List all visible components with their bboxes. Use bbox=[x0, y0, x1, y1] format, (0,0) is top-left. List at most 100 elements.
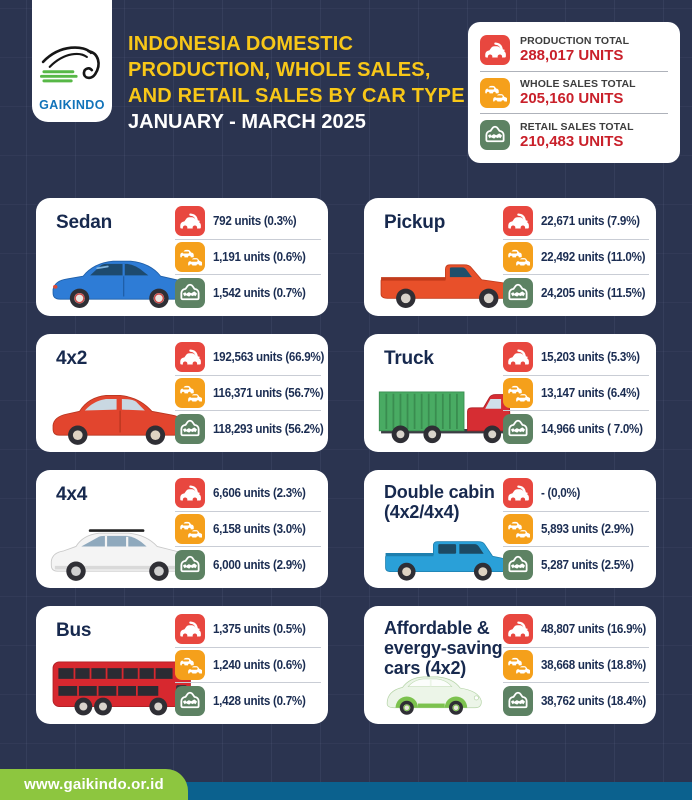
divider bbox=[480, 113, 668, 115]
production-icon bbox=[175, 206, 205, 237]
retail-sales-total-value: 210,483 UNITS bbox=[520, 132, 624, 150]
retail-sales-total-row: RETAIL SALES TOTAL 210,483 UNITS bbox=[480, 114, 668, 156]
title-line-1: INDONESIA DOMESTIC bbox=[128, 33, 354, 55]
double-cabin-illustration bbox=[374, 523, 522, 583]
retail-sales-value: 1,542 units (0.7%) bbox=[213, 285, 306, 300]
truck-illustration bbox=[374, 381, 524, 447]
card-title: Sedan bbox=[56, 212, 113, 233]
retail-sales-icon bbox=[480, 120, 510, 151]
retail-sales-total-label: RETAIL SALES TOTAL bbox=[520, 120, 634, 133]
card-title: Bus bbox=[56, 620, 92, 641]
whole-sales-stat: 13,147 units (6.4%) bbox=[503, 376, 649, 411]
retail-sales-value: 118,293 units (56.2%) bbox=[213, 421, 324, 436]
title-line-2: PRODUCTION, WHOLE SALES, bbox=[128, 59, 431, 81]
divider bbox=[503, 682, 649, 684]
whole-sales-value: 116,371 units (56.7%) bbox=[213, 386, 324, 400]
card-title: Truck bbox=[384, 348, 434, 369]
divider bbox=[503, 646, 649, 648]
production-icon bbox=[175, 478, 205, 509]
card-double-cabin: Double cabin (4x2/4x4) - (0,0%) 5,893 un… bbox=[364, 470, 656, 588]
whole-sales-icon bbox=[480, 77, 510, 108]
production-value: 6,606 units (2.3%) bbox=[213, 486, 306, 501]
card-stats: 15,203 units (5.3%) 13,147 units (6.4%) … bbox=[503, 340, 649, 446]
retail-sales-icon bbox=[503, 277, 533, 308]
retail-sales-icon bbox=[503, 685, 533, 716]
retail-sales-value: 24,205 units (11.5%) bbox=[541, 285, 646, 300]
retail-sales-stat: 1,428 units (0.7%) bbox=[175, 683, 321, 718]
retail-sales-value: 38,762 units (18.4%) bbox=[541, 693, 646, 708]
retail-sales-stat: 6,000 units (2.9%) bbox=[175, 547, 321, 582]
whole-sales-icon bbox=[175, 514, 205, 544]
production-icon bbox=[503, 342, 533, 373]
card-affordable-energy-saving: Affordable & evergy-saving cars (4x2) 48… bbox=[364, 606, 656, 724]
production-stat: 792 units (0.3%) bbox=[175, 204, 321, 239]
whole-sales-stat: 38,668 units (18.8%) bbox=[503, 648, 649, 683]
production-value: - (0,0%) bbox=[541, 486, 581, 501]
production-stat: 22,671 units (7.9%) bbox=[503, 204, 649, 239]
whole-sales-icon bbox=[175, 242, 205, 272]
card-stats: 6,606 units (2.3%) 6,158 units (3.0%) 6,… bbox=[175, 476, 321, 582]
production-icon bbox=[175, 614, 205, 645]
car-type-cards: Sedan 792 units (0.3%) 1,191 units (0.6%… bbox=[36, 198, 656, 724]
gaikindo-logo-text: GAIKINDO bbox=[39, 98, 105, 112]
gaikindo-logo-icon bbox=[39, 36, 105, 96]
divider bbox=[175, 646, 321, 648]
production-stat: 15,203 units (5.3%) bbox=[503, 340, 649, 375]
divider bbox=[175, 682, 321, 684]
production-value: 1,375 units (0.5%) bbox=[213, 622, 306, 637]
production-stat: 6,606 units (2.3%) bbox=[175, 476, 321, 511]
retail-sales-icon bbox=[503, 549, 533, 580]
card-4x4: 4x4 6,606 units (2.3%) 6,158 units (3.0%… bbox=[36, 470, 328, 588]
whole-sales-icon bbox=[503, 242, 533, 272]
divider bbox=[175, 510, 321, 512]
production-total-row: PRODUCTION TOTAL 288,017 UNITS bbox=[480, 29, 668, 71]
whole-sales-stat: 6,158 units (3.0%) bbox=[175, 512, 321, 547]
whole-sales-value: 6,158 units (3.0%) bbox=[213, 522, 306, 536]
whole-sales-total-row: WHOLE SALES TOTAL 205,160 UNITS bbox=[480, 72, 668, 114]
divider bbox=[503, 510, 649, 512]
card-stats: 192,563 units (66.9%) 116,371 units (56.… bbox=[175, 340, 324, 446]
whole-sales-icon bbox=[503, 514, 533, 544]
whole-sales-icon bbox=[175, 378, 205, 408]
divider bbox=[503, 274, 649, 276]
totals-summary-box: PRODUCTION TOTAL 288,017 UNITS WHOLE SAL… bbox=[468, 22, 680, 163]
production-total-value: 288,017 UNITS bbox=[520, 47, 624, 65]
retail-sales-value: 5,287 units (2.5%) bbox=[541, 557, 634, 572]
card-stats: 792 units (0.3%) 1,191 units (0.6%) 1,54… bbox=[175, 204, 321, 310]
whole-sales-stat: 22,492 units (11.0%) bbox=[503, 240, 649, 275]
whole-sales-value: 22,492 units (11.0%) bbox=[541, 250, 646, 264]
pickup-illustration bbox=[374, 245, 524, 311]
whole-sales-value: 13,147 units (6.4%) bbox=[541, 386, 640, 400]
production-value: 15,203 units (5.3%) bbox=[541, 350, 640, 365]
production-icon bbox=[503, 206, 533, 237]
card-stats: - (0,0%) 5,893 units (2.9%) 5,287 units … bbox=[503, 476, 649, 582]
production-stat: 48,807 units (16.9%) bbox=[503, 612, 649, 647]
website-pill: www.gaikindo.or.id bbox=[0, 769, 188, 800]
production-stat: 192,563 units (66.9%) bbox=[175, 340, 324, 375]
whole-sales-total-value: 205,160 UNITS bbox=[520, 89, 624, 107]
retail-sales-icon bbox=[175, 685, 205, 716]
production-icon bbox=[503, 614, 533, 645]
card-title: Double cabin (4x2/4x4) bbox=[384, 482, 495, 522]
retail-sales-stat: 5,287 units (2.5%) bbox=[503, 547, 649, 582]
retail-sales-icon bbox=[175, 413, 205, 444]
retail-sales-icon bbox=[175, 549, 205, 580]
retail-sales-icon bbox=[175, 277, 205, 308]
divider bbox=[175, 374, 321, 376]
retail-sales-stat: 118,293 units (56.2%) bbox=[175, 411, 324, 446]
page-title: INDONESIA DOMESTIC PRODUCTION, WHOLE SAL… bbox=[128, 31, 465, 135]
retail-sales-icon bbox=[503, 413, 533, 444]
whole-sales-stat: 5,893 units (2.9%) bbox=[503, 512, 649, 547]
divider bbox=[480, 70, 668, 72]
whole-sales-stat: 116,371 units (56.7%) bbox=[175, 376, 324, 411]
card-stats: 22,671 units (7.9%) 22,492 units (11.0%)… bbox=[503, 204, 649, 310]
sedan-illustration bbox=[46, 245, 196, 311]
website-url: www.gaikindo.or.id bbox=[24, 776, 164, 793]
card-truck: Truck 15,203 units (5.3%) 13,147 units (… bbox=[364, 334, 656, 452]
card-sedan: Sedan 792 units (0.3%) 1,191 units (0.6%… bbox=[36, 198, 328, 316]
title-line-3: AND RETAIL SALES BY CAR TYPE bbox=[128, 85, 465, 107]
card-title: 4x2 bbox=[56, 348, 88, 369]
divider bbox=[175, 274, 321, 276]
city-car-illustration bbox=[374, 667, 500, 719]
production-icon bbox=[480, 34, 510, 65]
